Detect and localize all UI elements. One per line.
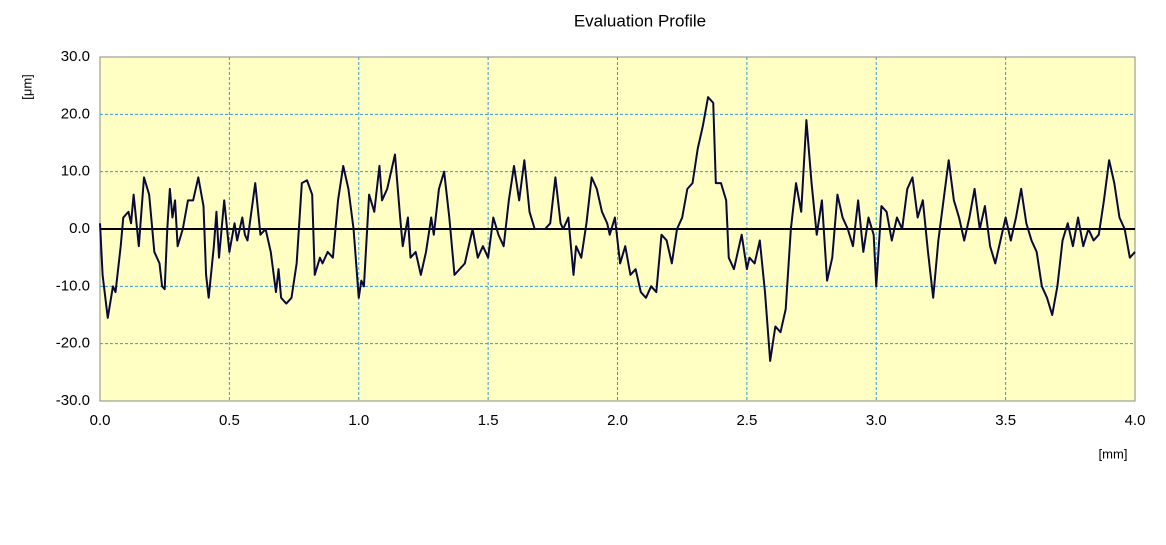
x-tick-label: 1.0	[348, 412, 369, 429]
x-tick-label: 0.0	[90, 412, 111, 429]
x-axis-label: [mm]	[1099, 446, 1128, 461]
y-tick-label: 30.0	[61, 48, 90, 65]
x-tick-label: 3.0	[866, 412, 887, 429]
y-tick-label: -20.0	[56, 335, 90, 352]
x-tick-label: 4.0	[1125, 412, 1146, 429]
y-tick-label: -10.0	[56, 277, 90, 294]
x-tick-label: 2.0	[607, 412, 628, 429]
profile-line	[99, 96, 1136, 362]
y-tick-label: 10.0	[61, 163, 90, 180]
x-tick-label: 3.5	[995, 412, 1016, 429]
x-tick-label: 0.5	[219, 412, 240, 429]
x-tick-label: 1.5	[478, 412, 499, 429]
y-tick-label: 20.0	[61, 105, 90, 122]
x-tick-label: 2.5	[736, 412, 757, 429]
y-tick-label: 0.0	[69, 220, 90, 237]
y-axis-label: [μm]	[19, 74, 34, 100]
chart-title: Evaluation Profile	[574, 11, 706, 30]
y-tick-label: -30.0	[56, 392, 90, 409]
